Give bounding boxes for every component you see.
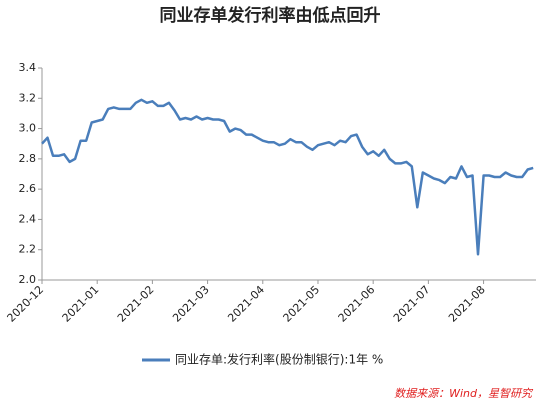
x-tick-label: 2021-03 <box>170 283 212 325</box>
x-tick-label: 2021-06 <box>336 283 378 325</box>
series-line <box>41 98 534 256</box>
y-tick-label: 2.0 <box>19 273 37 286</box>
legend-label: 同业存单:发行利率(股份制银行):1年 % <box>175 352 383 367</box>
x-tick-label: 2021-02 <box>115 283 157 325</box>
x-tick-label: 2020-12 <box>5 283 47 325</box>
x-tick-label: 2021-05 <box>281 283 323 325</box>
y-tick-label: 3.4 <box>19 61 37 74</box>
y-tick-label: 2.8 <box>19 152 37 165</box>
x-tick-label: 2021-07 <box>391 283 433 325</box>
x-tick-label: 2021-08 <box>446 283 488 325</box>
y-tick-label: 3.0 <box>19 122 37 135</box>
y-tick-label: 2.6 <box>19 182 37 195</box>
x-tick-label: 2021-01 <box>60 283 102 325</box>
y-tick-label: 2.2 <box>19 243 37 256</box>
source-note: 数据来源：Wind，星智研究 <box>394 387 534 400</box>
chart-title: 同业存单发行利率由低点回升 <box>160 5 381 26</box>
y-tick-label: 3.2 <box>19 91 37 104</box>
y-tick-label: 2.4 <box>19 212 37 225</box>
x-tick-label: 2021-04 <box>225 283 267 325</box>
